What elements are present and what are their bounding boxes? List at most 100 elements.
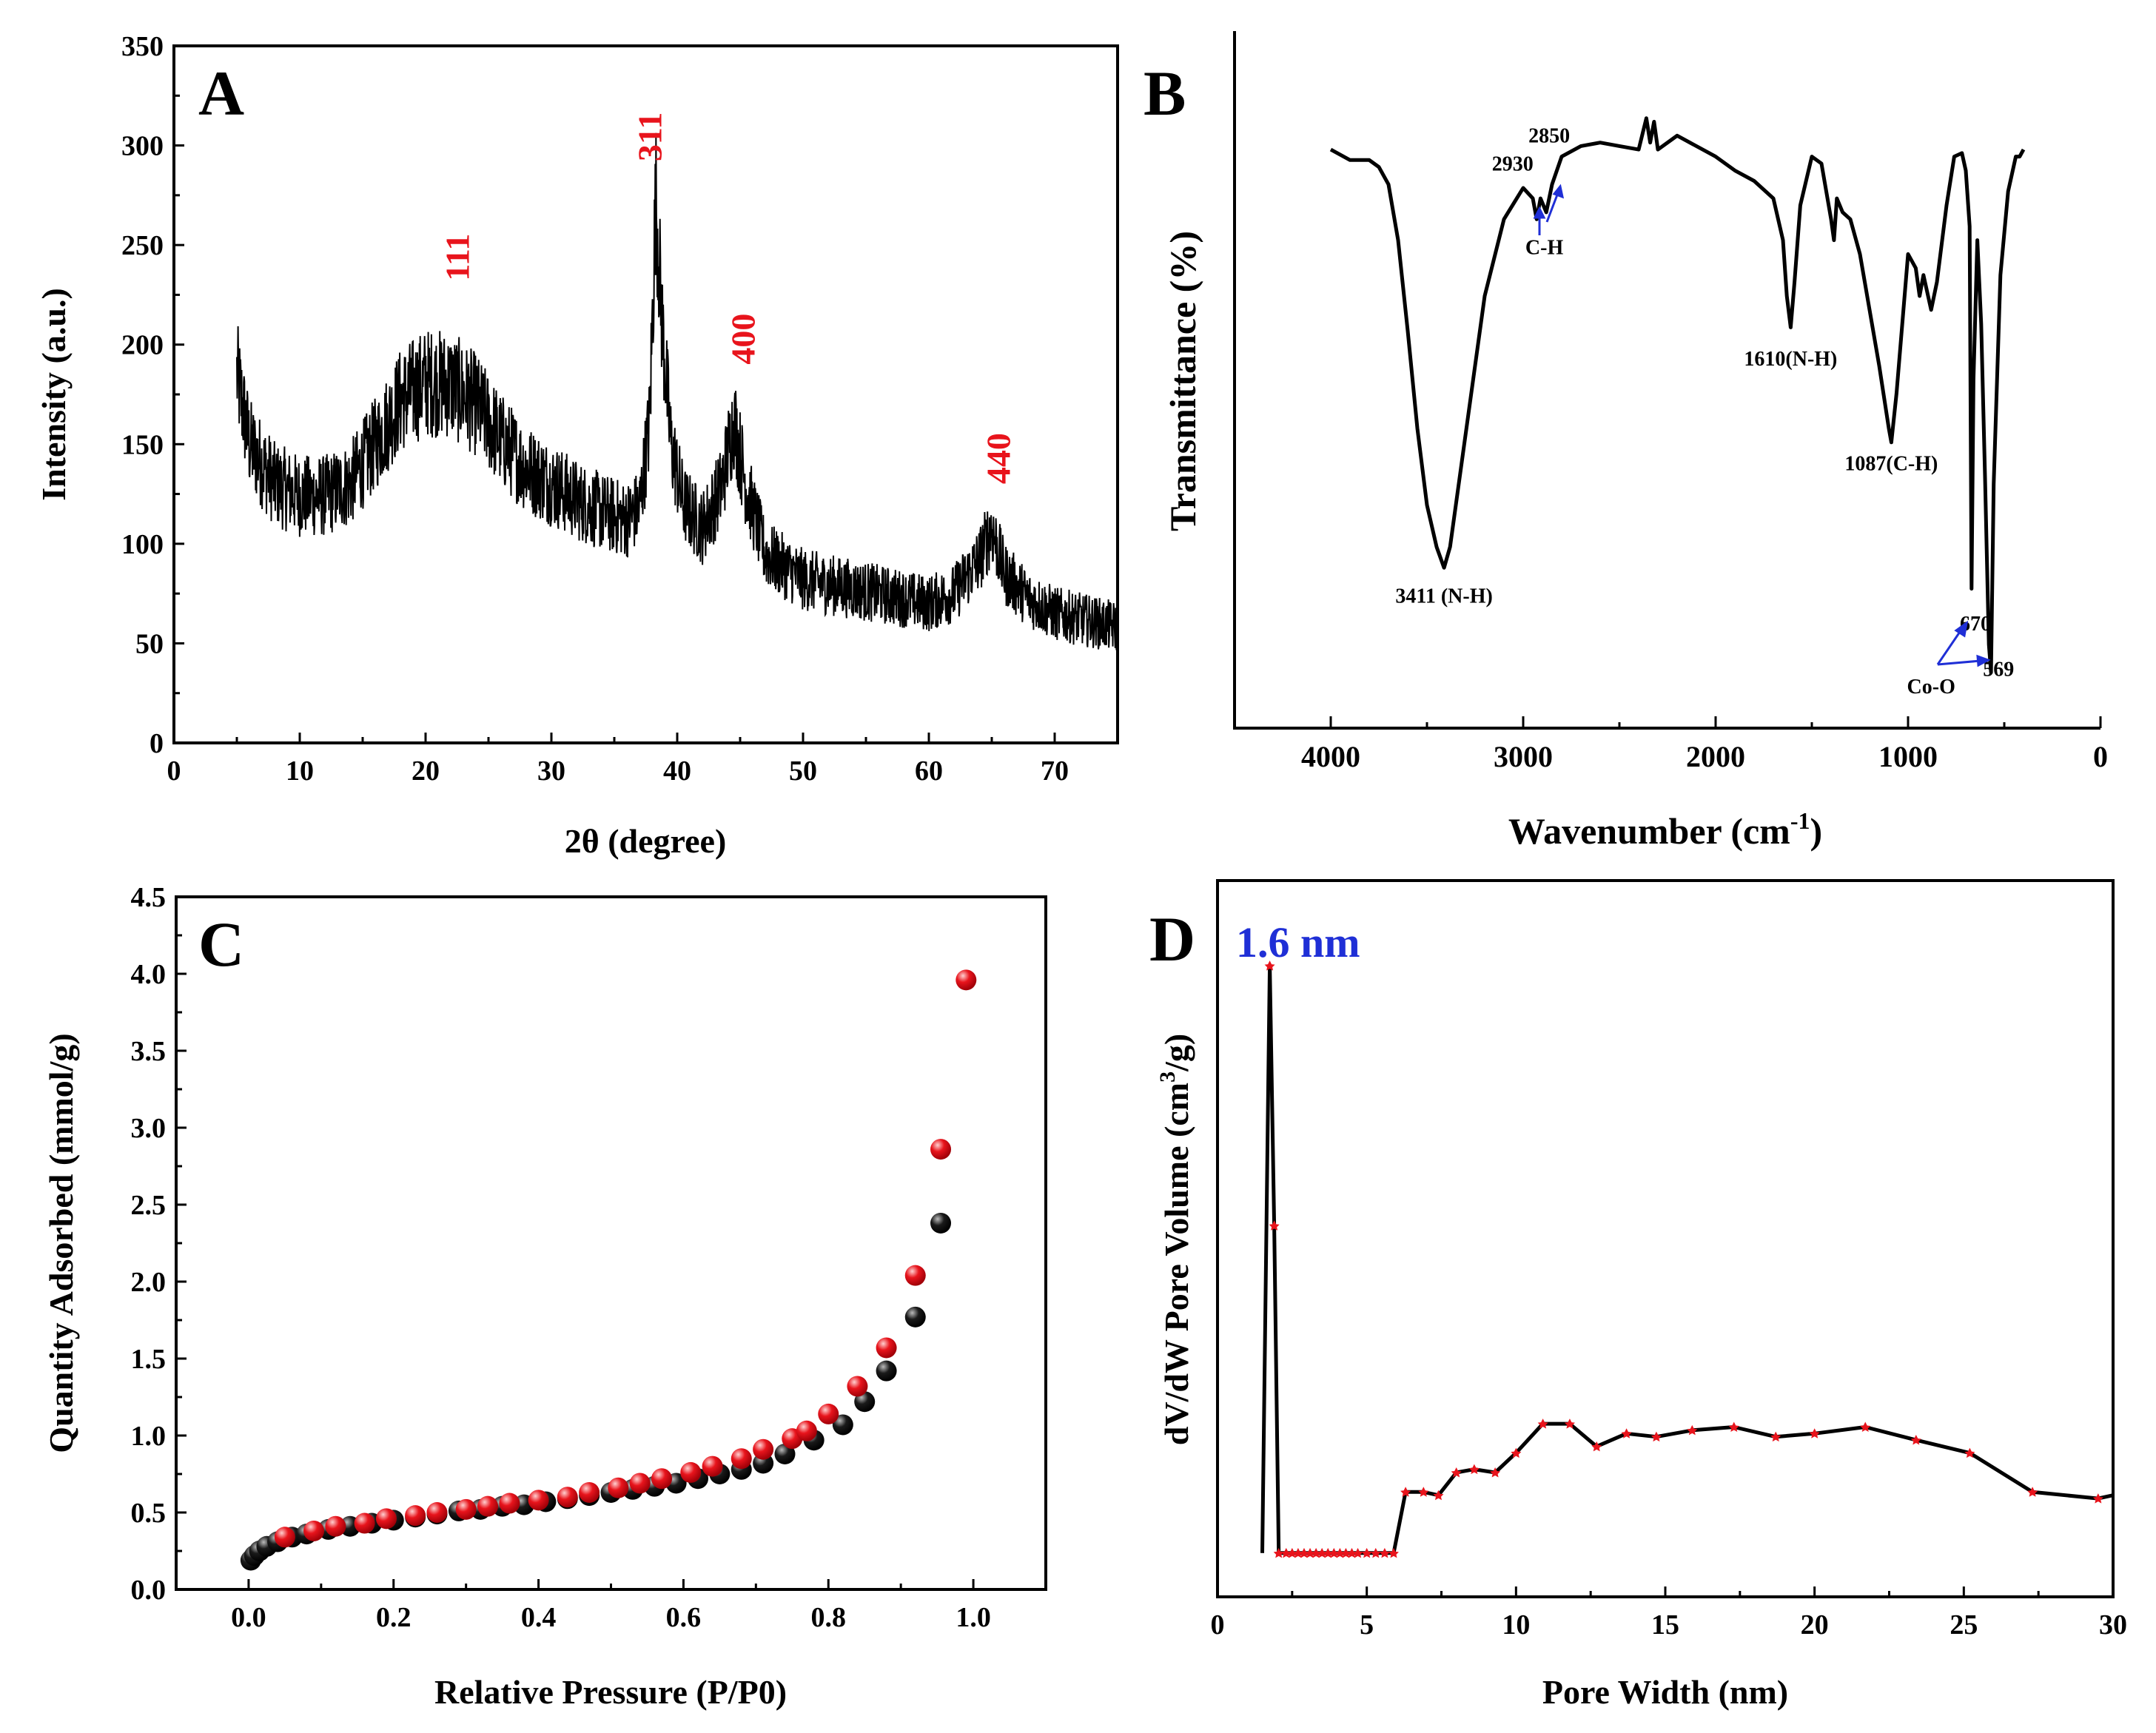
panel-a-y-tick-label: 300 (121, 131, 164, 162)
panel-d-x-tick-label: 5 (1360, 1609, 1374, 1641)
panel-d-marker (1537, 1419, 1548, 1429)
panel-a-x-tick-label: 10 (286, 756, 314, 787)
panel-d-letter: D (1149, 903, 1195, 975)
panel-a-x-ticks: 0 10 20 30 40 50 60 70 (167, 733, 1069, 787)
panel-b-y-axis-title: Transmittance (%) (1162, 231, 1203, 531)
panel-d-marker (1687, 1424, 1698, 1436)
panel-d-marker (1292, 1547, 1303, 1558)
panel-a-peak-label-440: 440 (980, 433, 1018, 484)
panel-c-point-desorption (731, 1448, 752, 1470)
panel-c-y-ticks: 0.0 0.5 1.0 1.5 2.0 2.5 3.0 3.5 4.0 4.5 (131, 882, 187, 1606)
panel-c-point-desorption (847, 1376, 868, 1397)
panel-d-x-tick-label: 15 (1651, 1609, 1679, 1641)
panel-b-x-tick-label: 0 (2093, 740, 2108, 773)
panel-d-marker (1770, 1431, 1781, 1442)
panel-c-point-adsorption (854, 1391, 876, 1413)
panel-a-x-tick-label: 20 (412, 756, 440, 787)
panel-a-xrd-pattern (236, 132, 1118, 650)
panel-d-x-tick-label: 25 (1950, 1609, 1978, 1641)
coo-arrow-569 (1937, 659, 1981, 666)
panel-d-pore-size: 0 5 10 15 20 25 30 1.6 nm D Pore Width (nm) dV… (1149, 879, 2127, 1711)
panel-d-marker (1269, 1220, 1280, 1231)
panel-c-x-tick-label: 0.6 (666, 1602, 702, 1633)
panel-b-x-tick-label: 2000 (1686, 740, 1745, 773)
panel-b-x-ticks: 4000 3000 2000 1000 0 (1301, 716, 2108, 773)
panel-a-x-tick-label: 0 (167, 756, 181, 787)
panel-b-annotation: 1610(N-H) (1744, 348, 1837, 371)
panel-a-y-ticks: 0 50 100 150 200 250 300 350 (121, 31, 184, 759)
panel-a-y-tick-label: 150 (121, 429, 164, 460)
panel-d-marker (1650, 1431, 1662, 1442)
panel-a-y-axis-title: Intensity (a.u.) (35, 288, 73, 501)
panel-c-point-desorption (274, 1527, 295, 1548)
panel-c-point-desorption (375, 1508, 397, 1530)
panel-d-y-axis-title-sup: 3 (1155, 1071, 1180, 1083)
panel-c-point-desorption (528, 1490, 549, 1511)
panel-b-annotation: 3411 (N-H) (1395, 585, 1492, 608)
panel-c-point-desorption (904, 1265, 926, 1286)
panel-d-marker (1400, 1487, 1411, 1497)
panel-b-x-tick-label: 3000 (1494, 740, 1553, 773)
panel-b-x-tick-label: 1000 (1878, 740, 1938, 773)
coo-arrow-head-569 (1976, 654, 1991, 667)
panel-d-marker (1910, 1435, 1921, 1445)
panel-c-point-desorption (796, 1420, 817, 1441)
panel-c-point-desorption (579, 1481, 600, 1503)
panel-a-peak-label-311: 311 (631, 112, 669, 161)
panel-c-x-tick-label: 1.0 (956, 1602, 991, 1633)
panel-a-xrd: 0 10 20 30 40 50 60 70 0 50 100 150 200 250 300 350 11… (35, 31, 1119, 860)
panel-c-point-adsorption (832, 1414, 853, 1436)
panel-d-marker (1317, 1547, 1328, 1558)
panel-d-marker (1809, 1428, 1820, 1438)
panel-d-marker (1352, 1547, 1363, 1558)
panel-d-marker (1490, 1467, 1501, 1478)
panel-d-y-axis-title-main: dV/dW Pore Volume (cm (1158, 1083, 1195, 1445)
panel-c-point-desorption (477, 1495, 499, 1517)
panel-d-x-tick-label: 10 (1502, 1609, 1530, 1641)
panel-c-x-ticks: 0.0 0.2 0.4 0.6 0.8 1.0 (231, 1579, 991, 1633)
panel-c-point-desorption (608, 1477, 629, 1498)
panel-d-marker (1388, 1547, 1399, 1558)
panel-d-marker (1334, 1547, 1346, 1558)
panel-c-point-desorption (499, 1493, 520, 1514)
panel-b-x-axis-title-sup: -1 (1790, 807, 1810, 834)
panel-b-annotation: 2850 (1528, 125, 1570, 148)
panel-c-point-desorption (405, 1505, 426, 1527)
panel-b-x-tick-label: 4000 (1301, 740, 1360, 773)
panel-b-x-axis-title: Wavenumber (cm-1) (1508, 807, 1822, 852)
panel-d-marker (1728, 1421, 1739, 1432)
panel-d-marker (1370, 1547, 1381, 1558)
panel-b-annotation: 2930 (1492, 152, 1534, 175)
panel-d-x-tick-label: 30 (2099, 1609, 2127, 1641)
panel-b-arrows (1533, 184, 1991, 667)
panel-d-peak-label: 1.6 nm (1236, 918, 1360, 966)
panel-d-y-axis-title-tail: /g) (1158, 1034, 1195, 1072)
panel-a-y-tick-label: 50 (135, 628, 164, 659)
panel-d-marker (1964, 1447, 1975, 1458)
panel-c-point-desorption (557, 1487, 578, 1508)
panel-c-point-adsorption (904, 1306, 926, 1327)
panel-c-point-desorption (876, 1337, 897, 1359)
panel-a-peak-label-111: 111 (439, 234, 477, 281)
coo-arrow-670 (1936, 627, 1964, 665)
panel-c-point-desorption (753, 1438, 774, 1460)
panel-c-point-desorption (629, 1473, 651, 1494)
ch-arrow-head-2930 (1533, 206, 1546, 219)
panel-d-marker (2092, 1493, 2103, 1504)
panel-d-markers (1264, 960, 2103, 1558)
panel-b-ftir: 4000 3000 2000 1000 0 3411 (N-H) 2930 2850 C-H 1… (1144, 31, 2108, 852)
panel-d-marker (1286, 1547, 1297, 1558)
panel-c-x-tick-label: 0.8 (811, 1602, 847, 1633)
panel-d-marker (1264, 960, 1275, 971)
ch-arrow-head-2850 (1552, 184, 1565, 199)
panel-d-x-axis-title: Pore Width (nm) (1542, 1673, 1788, 1711)
panel-d-marker (1591, 1441, 1602, 1452)
panel-d-x-ticks: 0 5 10 15 20 25 30 (1211, 1586, 2127, 1641)
panel-d-marker (1305, 1547, 1316, 1558)
panel-d-marker (1340, 1547, 1351, 1558)
panel-a-peak-labels: 111 311 400 440 (439, 112, 1018, 484)
panel-d-marker (1323, 1547, 1334, 1558)
panel-d-marker (1451, 1467, 1462, 1478)
panel-d-marker (1379, 1547, 1390, 1558)
